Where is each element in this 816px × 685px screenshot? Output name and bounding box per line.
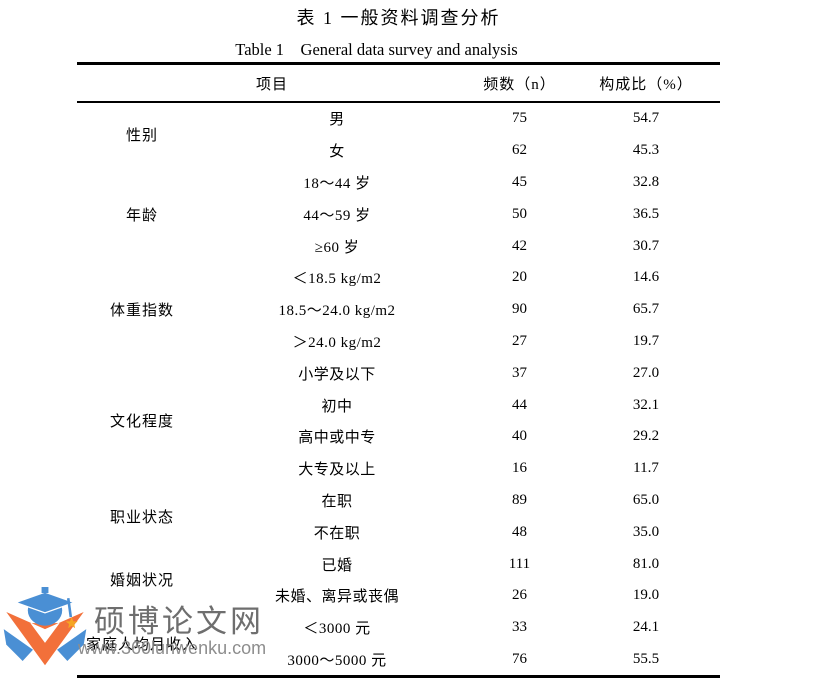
cell-n: 76 [512,650,527,667]
cell-pct: 19.0 [632,587,660,604]
cell-n: 48 [512,523,527,540]
cell-n: 16 [512,460,527,477]
cell-n: 90 [512,301,527,318]
cell-item: 女 [329,144,345,161]
table-row: ＞24.0 kg/m2 27 19.7 [207,326,720,358]
table-group: 性别 男 75 54.7 女 62 45.3 [77,103,720,167]
table-row: 女 62 45.3 [207,135,720,167]
table-row: ≥60 岁 42 30.7 [207,230,720,262]
cell-n: 111 [508,555,531,572]
table-title-chinese: 表 1 一般资料调查分析 [296,8,501,28]
cell-pct: 65.7 [632,301,660,318]
category-label: 性别 [125,128,158,145]
table-row: 不在职 48 35.0 [207,516,720,548]
cell-pct: 24.1 [632,619,660,636]
category-label: 年龄 [125,207,158,224]
table-row: 18～44 岁 45 32.8 [207,167,720,199]
cell-item: 18～44 岁 [303,175,371,192]
data-table: 项目 频数（n） 构成比（%） 性别 男 75 54.7 女 62 45.3 年龄 18～44 … [77,62,720,679]
category-label: 婚姻状况 [109,573,174,590]
cell-n: 89 [512,491,527,508]
cell-pct: 27.0 [632,364,660,381]
table-row: 已婚 111 81.0 [207,548,720,580]
cell-pct: 32.1 [632,396,660,413]
cell-pct: 19.7 [632,332,660,349]
table-header-row: 项目 频数（n） 构成比（%） [77,65,720,103]
table-row: 小学及以下 37 27.0 [207,357,720,389]
table-body: 性别 男 75 54.7 女 62 45.3 年龄 18～44 岁 45 32.8 44～59 岁 50… [77,103,720,675]
cell-item: ≥60 岁 [314,239,360,256]
cell-n: 45 [512,173,527,190]
cell-item: 初中 [321,398,353,415]
cell-n: 40 [512,428,527,445]
cell-item: 高中或中专 [298,430,376,447]
cell-item: 44～59 岁 [303,207,371,224]
cell-pct: 65.0 [632,491,660,508]
table-row: 初中 44 32.1 [207,389,720,421]
cell-pct: 11.7 [633,460,659,477]
table-row: 18.5～24.0 kg/m2 90 65.7 [207,294,720,326]
table-group: 体重指数 ＜18.5 kg/m2 20 14.6 18.5～24.0 kg/m2 90 65… [77,262,720,357]
cell-pct: 29.2 [632,428,660,445]
cell-item: ＞24.0 kg/m2 [292,334,382,351]
table-row: 高中或中专 40 29.2 [207,421,720,453]
col-header-percent: 构成比（%） [599,76,693,93]
col-header-item: 项目 [255,76,288,93]
table-group: 家庭人均月收入 ＜3000 元 33 24.1 3000～5000 元 76 55.5 [77,612,720,676]
category-label: 体重指数 [109,303,174,320]
table-row: 44～59 岁 50 36.5 [207,198,720,230]
category-label: 职业状态 [109,509,174,526]
table-row: 在职 89 65.0 [207,485,720,517]
graduation-cap-book-logo-icon [3,587,87,666]
col-header-frequency: 频数（n） [483,76,556,93]
table-group: 年龄 18～44 岁 45 32.8 44～59 岁 50 36.5 ≥60 岁 42 30.7 [77,167,720,262]
cell-item: 3000～5000 元 [287,652,387,669]
cell-n: 75 [512,110,527,127]
cell-item: 在职 [321,493,353,510]
cell-item: 未婚、离异或丧偶 [274,589,399,606]
cell-n: 37 [512,364,527,381]
cell-n: 42 [512,237,527,254]
cell-pct: 55.5 [632,650,660,667]
cell-n: 20 [512,269,527,286]
table-title-english: Table 1 General data survey and analysis [235,40,518,59]
cell-pct: 14.6 [632,269,660,286]
table-row: 大专及以上 16 11.7 [207,453,720,485]
table-group: 婚姻状况 已婚 111 81.0 未婚、离异或丧偶 26 19.0 [77,548,720,612]
cell-item: 小学及以下 [298,366,376,383]
cell-n: 33 [512,619,527,636]
cell-item: ＜3000 元 [303,621,371,638]
cell-pct: 35.0 [632,523,660,540]
table-row: 3000～5000 元 76 55.5 [207,644,720,676]
cell-item: 已婚 [321,557,353,574]
table-row: 未婚、离异或丧偶 26 19.0 [207,580,720,612]
cell-n: 44 [512,396,527,413]
table-group: 文化程度 小学及以下 37 27.0 初中 44 32.1 高中或中专 40 29.2 大专及以上 1… [77,357,720,484]
table-row: ＜3000 元 33 24.1 [207,612,720,644]
cell-item: 大专及以上 [298,462,376,479]
table-row: ＜18.5 kg/m2 20 14.6 [207,262,720,294]
cell-item: 男 [329,112,345,129]
table-group: 职业状态 在职 89 65.0 不在职 48 35.0 [77,485,720,549]
cell-n: 50 [512,205,527,222]
cell-item: 不在职 [313,525,361,542]
table-titles: 表 1 一般资料调查分析 Table 1 General data survey… [77,4,720,60]
cell-pct: 36.5 [632,205,660,222]
cell-pct: 45.3 [632,142,660,159]
category-label: 家庭人均月收入 [85,637,198,654]
cell-item: ＜18.5 kg/m2 [292,271,382,288]
cell-item: 18.5～24.0 kg/m2 [278,303,396,320]
cell-n: 62 [512,142,527,159]
cell-n: 27 [512,332,527,349]
table-row: 男 75 54.7 [207,103,720,135]
cell-pct: 54.7 [632,110,660,127]
cell-n: 26 [512,587,527,604]
cell-pct: 81.0 [632,555,660,572]
cell-pct: 32.8 [632,173,660,190]
category-label: 文化程度 [109,414,174,431]
cell-pct: 30.7 [632,237,660,254]
